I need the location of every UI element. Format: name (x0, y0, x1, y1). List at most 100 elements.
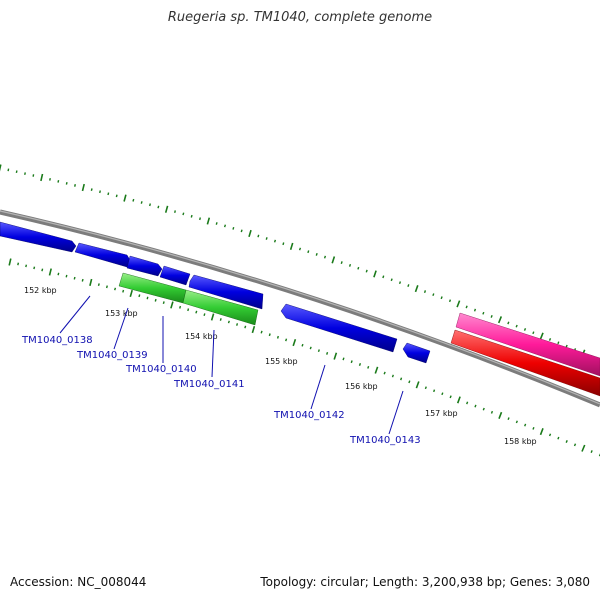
minor-tick (301, 343, 304, 347)
cds-feature[interactable] (402, 342, 431, 364)
major-tick (333, 352, 338, 360)
inner-tick-ring (8, 258, 600, 457)
minor-tick (482, 407, 485, 411)
minor-tick (73, 276, 76, 280)
gene-label-tm1040-0140[interactable]: TM1040_0140 (125, 364, 197, 375)
minor-tick (99, 190, 101, 194)
minor-tick (107, 192, 110, 196)
major-tick (456, 396, 461, 404)
minor-tick (449, 395, 452, 399)
minor-tick (105, 285, 108, 289)
gc-skew-track (455, 312, 600, 377)
minor-tick (90, 188, 93, 191)
major-tick (498, 411, 503, 419)
major-tick (0, 164, 2, 172)
cds-feature[interactable] (126, 255, 163, 277)
minor-tick (203, 313, 206, 316)
minor-tick (408, 380, 411, 384)
major-tick (123, 194, 127, 202)
minor-tick (348, 263, 352, 267)
genome-summary-text: Topology: circular; Length: 3,200,938 bp… (260, 575, 590, 589)
label-leaders (59, 295, 404, 435)
gene-label-tm1040-0139[interactable]: TM1040_0139 (76, 350, 148, 361)
major-tick (170, 301, 174, 309)
minor-tick (24, 172, 26, 175)
minor-tick (315, 252, 318, 256)
minor-tick (65, 182, 68, 185)
major-tick (331, 256, 336, 264)
gene-label-tm1040-0141[interactable]: TM1040_0141 (173, 379, 245, 390)
minor-tick (32, 174, 35, 177)
rna-feature[interactable] (182, 289, 259, 326)
minor-tick (215, 222, 218, 225)
minor-tick (81, 278, 84, 282)
accession-text: Accession: NC_008044 (10, 575, 147, 589)
minor-tick (41, 268, 44, 272)
gene-label-tm1040-0142[interactable]: TM1040_0142 (273, 410, 345, 421)
minor-tick (190, 214, 193, 218)
scale-label: 157 kbp (425, 409, 458, 418)
minor-tick (565, 344, 568, 348)
outer-tick-ring (0, 164, 600, 362)
minor-tick (285, 338, 288, 342)
minor-tick (557, 436, 560, 440)
minor-tick (65, 274, 68, 278)
minor-tick (573, 443, 577, 447)
gene-label-tm1040-0138[interactable]: TM1040_0138 (21, 335, 93, 346)
minor-tick (309, 346, 312, 350)
minor-tick (515, 324, 518, 328)
minor-tick (115, 194, 118, 198)
minor-tick (390, 278, 393, 282)
major-tick (289, 242, 294, 250)
minor-tick (323, 255, 327, 259)
minor-tick (565, 440, 568, 443)
cds-feature[interactable] (0, 221, 77, 253)
scale-label: 156 kbp (345, 382, 378, 391)
minor-tick (223, 224, 227, 228)
scale-label: 152 kbp (24, 286, 57, 295)
minor-tick (440, 296, 443, 300)
minor-tick (326, 351, 329, 355)
major-tick (210, 313, 215, 321)
minor-tick (307, 250, 310, 254)
minor-tick (432, 293, 435, 297)
minor-tick (523, 328, 527, 331)
minor-tick (557, 341, 560, 345)
scale-label: 153 kbp (105, 309, 138, 318)
major-tick (81, 183, 85, 192)
minor-tick (424, 386, 427, 390)
minor-tick (507, 417, 510, 421)
minor-tick (257, 234, 260, 238)
rna-track (118, 272, 259, 326)
minor-tick (182, 212, 185, 216)
minor-tick (466, 401, 469, 405)
major-tick (415, 381, 420, 389)
minor-tick (548, 433, 552, 437)
gc-content-track (450, 329, 600, 397)
minor-tick (33, 266, 36, 270)
minor-tick (219, 318, 222, 321)
minor-tick (74, 184, 76, 187)
minor-tick (140, 201, 143, 204)
cds-feature[interactable] (280, 303, 398, 353)
minor-tick (507, 321, 510, 325)
major-tick (374, 366, 379, 374)
minor-tick (515, 420, 518, 424)
major-tick (292, 339, 297, 347)
major-tick (497, 316, 503, 324)
minor-tick (490, 410, 494, 414)
minor-tick (532, 426, 535, 430)
minor-tick (433, 389, 436, 393)
cds-feature[interactable] (188, 274, 264, 310)
major-tick (164, 205, 169, 213)
genome-backbone (0, 209, 600, 408)
minor-tick (57, 272, 60, 276)
reverse-cds-track (280, 303, 431, 364)
minor-tick (398, 281, 402, 285)
minor-tick (473, 308, 477, 312)
minor-tick (25, 264, 28, 268)
cds-feature[interactable] (159, 265, 191, 286)
cds-feature[interactable] (74, 242, 131, 268)
gene-label-tm1040-0143[interactable]: TM1040_0143 (349, 435, 421, 446)
